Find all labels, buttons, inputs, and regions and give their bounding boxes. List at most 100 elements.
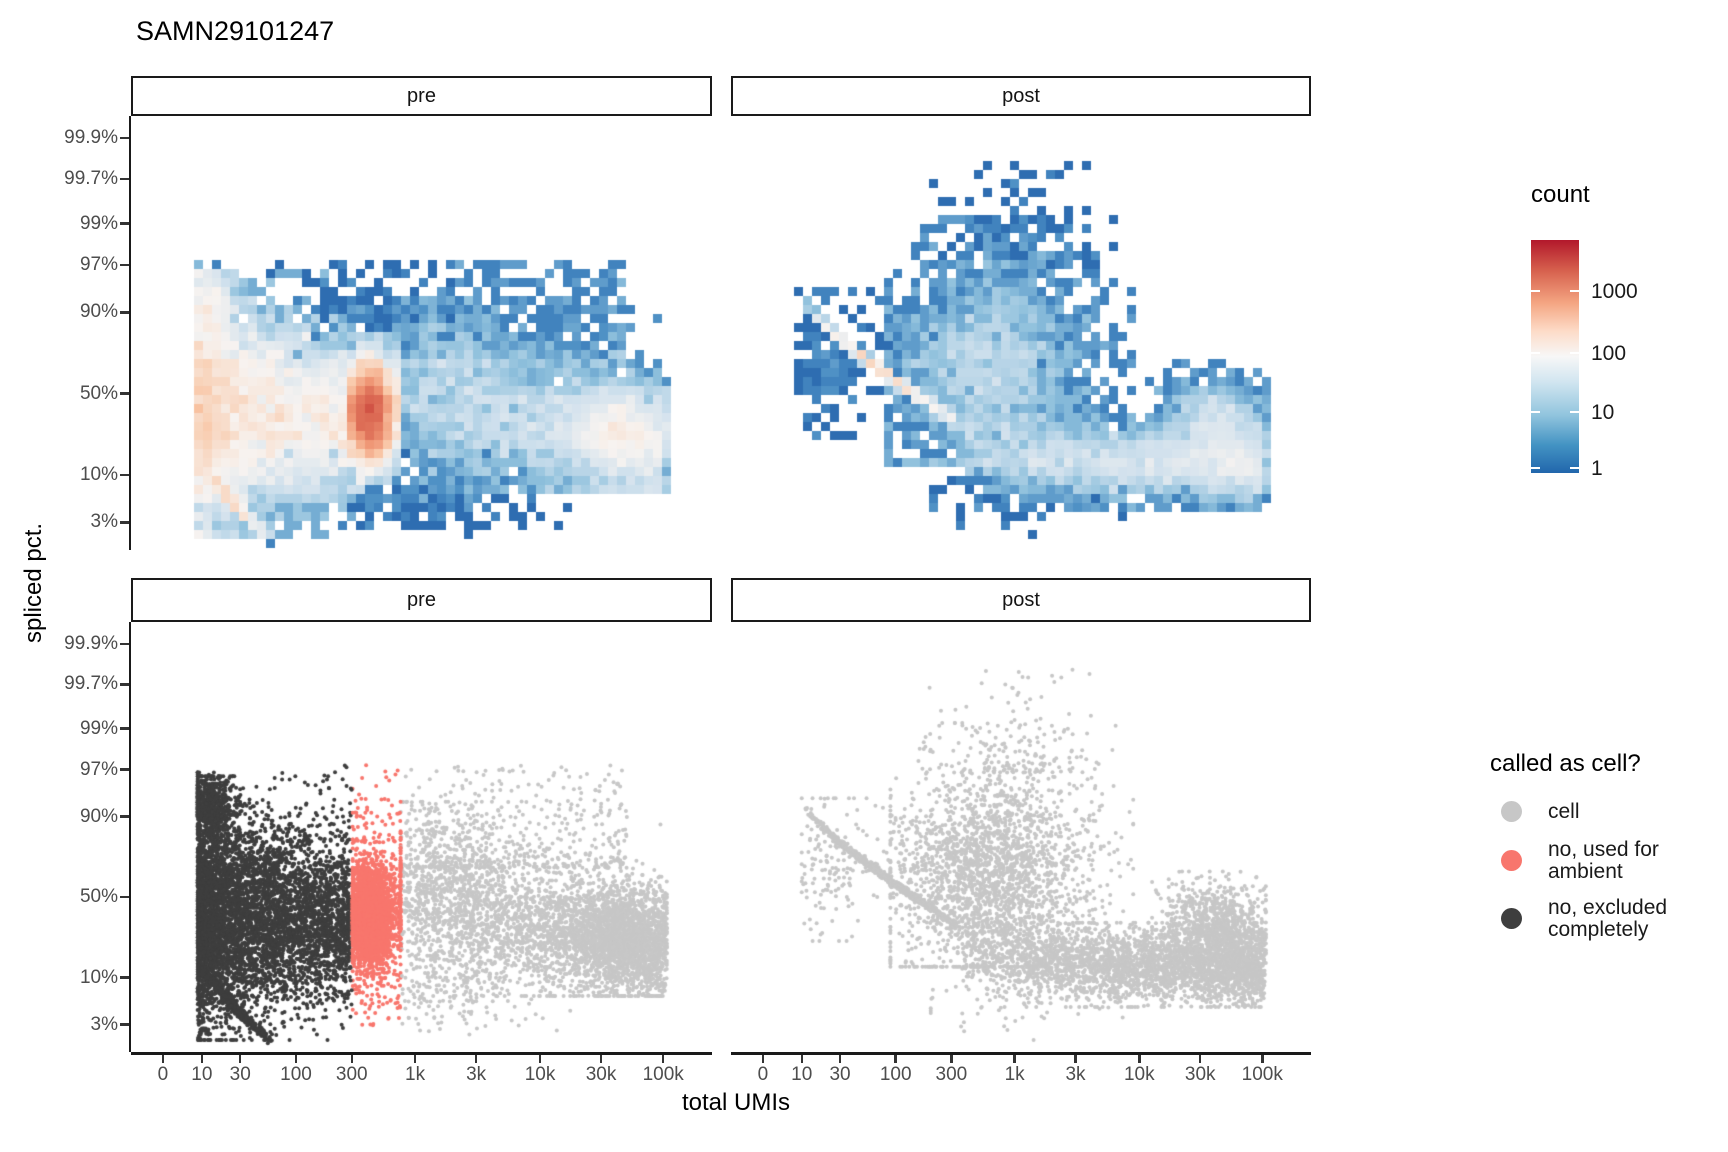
legend-item-label: no, excluded completely — [1548, 896, 1668, 941]
count-legend-label: 100 — [1591, 341, 1627, 365]
x-tick-mark — [1013, 1054, 1016, 1063]
y-tick-mark — [120, 521, 129, 524]
colorbar-tick-right — [1570, 290, 1579, 293]
x-tick-label: 10k — [1123, 1064, 1155, 1085]
y-tick-label: 90% — [79, 805, 118, 827]
x-tick-label: 100 — [879, 1064, 912, 1085]
count-legend-label: 1000 — [1591, 280, 1638, 304]
y-axis-title: spliced pct. — [20, 522, 47, 644]
x-tick-mark — [1138, 1054, 1141, 1063]
legend-key-dot-cell — [1501, 801, 1522, 822]
x-tick-mark — [413, 1054, 417, 1063]
x-tick-mark — [1261, 1054, 1264, 1063]
x-tick-label: 10 — [791, 1064, 813, 1085]
legend-key-dot-excluded — [1501, 908, 1522, 929]
x-tick-mark — [161, 1054, 165, 1063]
colorbar-tick-right — [1570, 351, 1579, 354]
scatter-canvas-pre — [131, 622, 712, 1052]
heatmap-canvas-pre — [131, 116, 712, 550]
y-tick-label: 50% — [79, 886, 118, 908]
x-tick-mark — [538, 1054, 542, 1063]
x-tick-label: 300 — [935, 1064, 968, 1085]
x-tick-label: 30k — [1184, 1064, 1216, 1085]
y-axis-line-top — [128, 116, 131, 550]
y-tick-label: 90% — [79, 301, 118, 323]
y-tick-label: 3% — [90, 511, 118, 533]
y-tick-mark — [120, 311, 129, 314]
y-tick-mark — [120, 727, 129, 730]
y-tick-mark — [120, 895, 129, 899]
scatter-canvas-post — [731, 622, 1311, 1052]
y-tick-label: 99.7% — [64, 167, 118, 189]
x-tick-mark — [950, 1054, 953, 1063]
x-tick-label: 1k — [1004, 1064, 1025, 1085]
y-tick-label: 10% — [79, 463, 118, 485]
x-tick-mark — [294, 1054, 298, 1063]
x-tick-label: 30 — [829, 1064, 851, 1085]
x-tick-label: 100 — [280, 1064, 312, 1085]
x-tick-mark — [238, 1054, 242, 1063]
facet-strip-label: post — [1002, 84, 1040, 107]
count-legend-label: 10 — [1591, 400, 1615, 424]
y-tick-label: 99.7% — [64, 673, 118, 695]
plot-title: SAMN29101247 — [136, 16, 335, 46]
x-tick-label: 10 — [191, 1064, 213, 1085]
facet-strip-label: pre — [407, 588, 436, 611]
x-tick-label: 10k — [524, 1064, 556, 1085]
colorbar-tick-left — [1531, 351, 1540, 354]
x-tick-label: 0 — [757, 1064, 769, 1085]
x-tick-label: 1k — [405, 1064, 426, 1085]
y-tick-label: 99% — [79, 717, 118, 739]
y-tick-mark — [120, 976, 129, 979]
legend-item-label: no, used for ambient — [1548, 838, 1659, 883]
count-legend-label: 1 — [1591, 456, 1603, 480]
panel-heatmap-post — [731, 116, 1311, 550]
x-tick-mark — [200, 1054, 204, 1063]
y-tick-label: 99.9% — [64, 632, 118, 654]
y-tick-label: 50% — [79, 382, 118, 404]
colorbar-tick-right — [1570, 410, 1579, 413]
y-tick-mark — [120, 177, 129, 181]
x-tick-label: 0 — [157, 1064, 169, 1085]
x-tick-mark — [661, 1054, 665, 1063]
panel-scatter-pre — [131, 622, 712, 1052]
legend-item-used-for-ambient: no, used for ambient — [1490, 839, 1728, 885]
facet-strip-post-bottom: post — [731, 578, 1311, 622]
y-tick-label: 99% — [79, 212, 118, 234]
legend-key-dot-ambient — [1501, 850, 1522, 871]
x-tick-mark — [350, 1054, 354, 1063]
x-tick-label: 100k — [642, 1064, 684, 1085]
panel-heatmap-pre — [131, 116, 712, 550]
x-tick-label: 3k — [1065, 1064, 1086, 1085]
x-tick-mark — [761, 1054, 765, 1063]
x-tick-label: 100k — [1241, 1064, 1283, 1085]
x-tick-label: 3k — [466, 1064, 487, 1085]
facet-strip-post-top: post — [731, 76, 1311, 116]
x-axis-title: total UMIs — [681, 1089, 791, 1116]
legend-count-colorbar — [1531, 240, 1579, 473]
x-tick-mark — [474, 1054, 478, 1063]
x-axis-line-pre — [131, 1052, 712, 1055]
x-tick-label: 30 — [229, 1064, 251, 1085]
y-tick-label: 97% — [79, 758, 118, 780]
y-tick-label: 10% — [79, 966, 118, 988]
y-tick-label: 3% — [90, 1013, 118, 1035]
y-tick-mark — [120, 815, 129, 818]
colorbar-tick-left — [1531, 410, 1540, 413]
x-tick-label: 30k — [585, 1064, 617, 1085]
colorbar-tick-left — [1531, 466, 1540, 469]
facet-strip-pre-bottom: pre — [131, 578, 712, 622]
x-tick-mark — [838, 1054, 842, 1063]
y-tick-label: 99.9% — [64, 127, 118, 149]
y-tick-mark — [120, 642, 129, 646]
legend-item-excluded-completely: no, excluded completely — [1490, 897, 1728, 943]
y-tick-mark — [120, 222, 129, 225]
y-tick-label: 97% — [79, 254, 118, 276]
y-axis-line-bottom — [128, 622, 131, 1052]
x-axis-line-post — [731, 1052, 1311, 1055]
legend-count-title: count — [1531, 181, 1590, 208]
colorbar-tick-left — [1531, 290, 1540, 293]
x-tick-mark — [1198, 1054, 1202, 1063]
x-tick-mark — [894, 1054, 897, 1063]
